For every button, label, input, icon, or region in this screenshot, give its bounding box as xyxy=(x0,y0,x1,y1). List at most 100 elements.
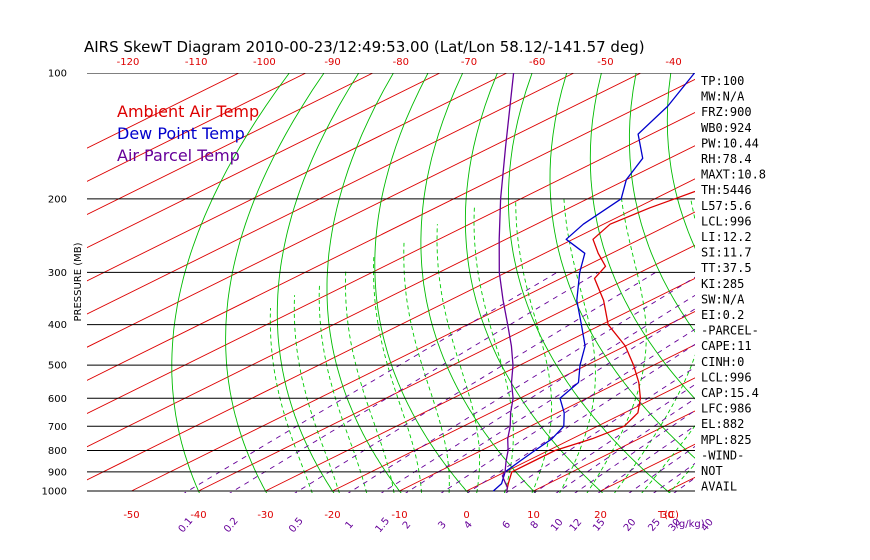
isotherm-line xyxy=(87,178,695,481)
moist-adiabat-lines xyxy=(269,198,695,493)
mixing-ratio-line xyxy=(466,343,695,493)
bottom-tick-label: -30 xyxy=(257,510,273,521)
dry-adiabat-line xyxy=(775,73,870,500)
bottom-tick-label: -10 xyxy=(391,510,407,521)
moist-adiabat-line xyxy=(293,295,340,493)
top-tick-label: -70 xyxy=(461,57,477,68)
mixing-ratio-line xyxy=(405,308,695,493)
mixing-ratio-line xyxy=(533,384,695,493)
index-line: LCL:996 xyxy=(701,370,752,384)
index-line: TH:5446 xyxy=(701,183,752,197)
pressure-tick-label: 600 xyxy=(48,394,67,405)
isotherm-line xyxy=(87,73,642,348)
chart-title: AIRS SkewT Diagram 2010-00-23/12:49:53.0… xyxy=(84,38,645,56)
isotherm-line xyxy=(87,73,374,216)
mixing-ratio-line xyxy=(380,294,695,493)
index-line: CINH:0 xyxy=(701,355,744,369)
dew-point-temp-line xyxy=(492,73,695,492)
mixing-ratio-label: 3 xyxy=(436,519,449,531)
top-tick-label: -80 xyxy=(393,57,409,68)
moist-adiabat-line xyxy=(403,242,450,493)
index-line: EI:0.2 xyxy=(701,308,744,322)
air-parcel-temp-line xyxy=(498,73,515,492)
isotherm-lines xyxy=(87,73,695,492)
pressure-tick-label: 900 xyxy=(48,467,67,478)
top-tick-label: -90 xyxy=(324,57,340,68)
index-line: TP:100 xyxy=(701,74,744,88)
isotherm-line xyxy=(198,244,695,492)
mixing-ratio-label: 1.5 xyxy=(373,516,392,535)
top-tick-labels: -120 -110 -100 -90 -80 -70 -60 -50 -40 xyxy=(117,57,682,68)
moist-adiabat-line xyxy=(613,198,695,493)
mixing-ratio-line xyxy=(673,477,695,493)
ambient-air-temp-line xyxy=(506,190,695,492)
isotherm-line xyxy=(87,112,695,415)
mixing-ratio-line xyxy=(229,272,599,493)
index-line: WB0:924 xyxy=(701,121,752,135)
index-line: FRZ:900 xyxy=(701,105,752,119)
moist-adiabat-line xyxy=(373,256,422,493)
index-line: AVAIL xyxy=(701,480,737,494)
isotherm-line xyxy=(667,476,695,492)
bottom-tick-label: -40 xyxy=(190,510,206,521)
mixing-ratio-line xyxy=(294,272,656,493)
moist-adiabat-line xyxy=(269,308,313,493)
isotherm-line xyxy=(87,73,441,249)
pressure-tick-label: 300 xyxy=(48,268,67,279)
index-line: SW:N/A xyxy=(701,292,745,306)
dry-adiabat-line xyxy=(225,73,325,493)
legend-item: Air Parcel Temp xyxy=(117,146,240,165)
isotherm-line xyxy=(466,377,695,492)
mixing-ratio-line xyxy=(505,366,695,493)
dry-adiabat-line xyxy=(666,73,695,249)
pressure-tick-label: 400 xyxy=(48,320,67,331)
mixing-ratio-label: 20 xyxy=(622,517,639,534)
moist-adiabat-line xyxy=(515,198,553,493)
isobar-lines xyxy=(87,73,695,492)
bottom-tick-label: -20 xyxy=(324,510,340,521)
index-line: MPL:825 xyxy=(701,433,752,447)
dry-adiabat-line xyxy=(810,73,870,500)
index-line: -WIND- xyxy=(701,448,744,462)
bottom-tick-label: 10 xyxy=(527,510,540,521)
index-line: EL:882 xyxy=(701,417,744,431)
mixing-ratio-label: 10 xyxy=(549,517,566,534)
mixing-ratio-label: 4 xyxy=(462,519,475,531)
isotherm-line xyxy=(87,145,695,448)
legend: Ambient Air Temp Dew Point Temp Air Parcel… xyxy=(117,102,259,165)
index-line: MW:N/A xyxy=(701,90,745,104)
dry-adiabat-line xyxy=(844,73,870,500)
top-tick-label: -60 xyxy=(529,57,545,68)
isotherm-line xyxy=(399,344,695,492)
moist-adiabat-line xyxy=(345,269,395,493)
index-line: LI:12.2 xyxy=(701,230,752,244)
top-tick-label: -110 xyxy=(185,57,208,68)
moist-adiabat-line xyxy=(586,198,647,493)
index-line: NOT xyxy=(701,464,723,478)
dry-adiabat-line xyxy=(628,73,695,333)
top-tick-label: -50 xyxy=(597,57,613,68)
pressure-tick-label: 500 xyxy=(48,361,67,372)
pressure-tick-label: 200 xyxy=(48,194,67,205)
mixing-ratio-label: 6 xyxy=(501,519,514,531)
y-axis-label: PRESSURE (MB) xyxy=(73,242,84,321)
legend-item: Dew Point Temp xyxy=(117,124,245,143)
isotherm-line xyxy=(87,73,307,182)
isotherm-line xyxy=(87,78,695,381)
mixing-ratio-label: 8 xyxy=(529,519,542,531)
pressure-tick-label: 700 xyxy=(48,422,67,433)
mixing-ratio-unit-label: (g/kg) xyxy=(675,519,705,530)
isotherm-line xyxy=(332,311,695,492)
isotherm-line xyxy=(87,73,508,282)
top-tick-label: -40 xyxy=(665,57,681,68)
mixing-ratio-label: 1 xyxy=(344,519,357,531)
dry-adiabat-line xyxy=(420,73,537,493)
sounding-series xyxy=(492,73,695,492)
mixing-ratio-line xyxy=(555,398,695,493)
pressure-tick-labels: 100 200 300 400 500 600 700 800 900 1000 xyxy=(42,69,67,498)
dry-adiabat-line xyxy=(276,73,360,493)
bottom-tick-label: 30 xyxy=(661,510,674,521)
mixing-ratio-lines xyxy=(183,272,695,493)
dry-adiabat-lines xyxy=(171,73,870,500)
